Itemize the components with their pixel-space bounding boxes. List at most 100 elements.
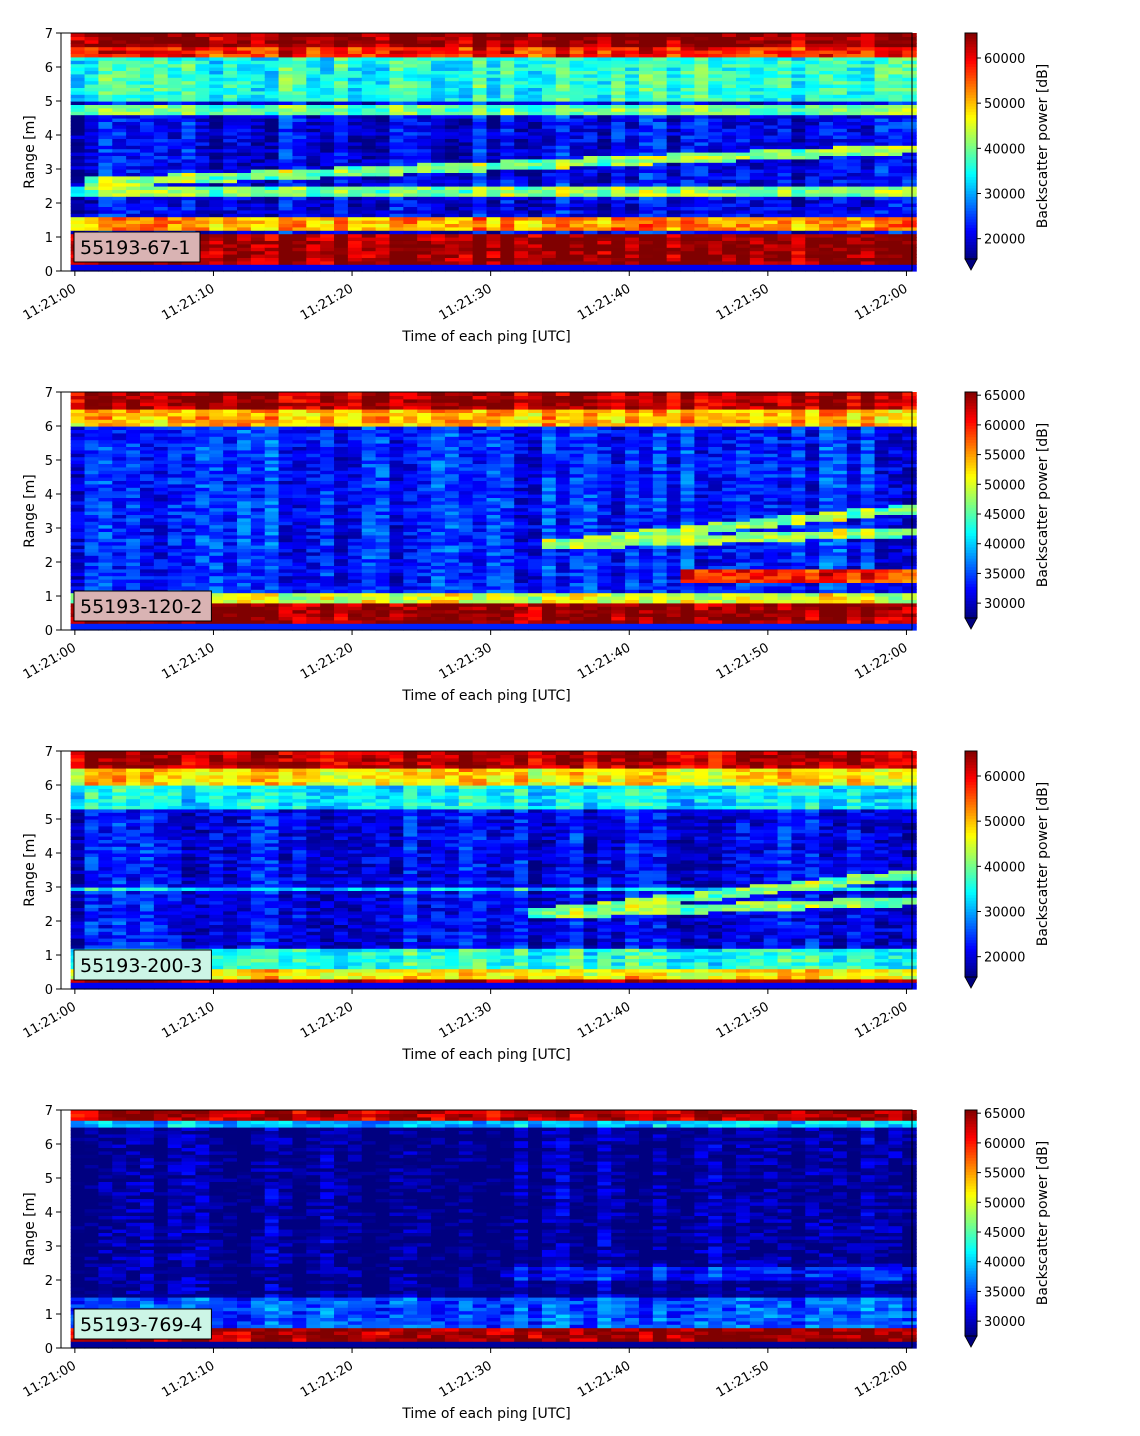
panel-tag-box <box>73 231 201 263</box>
x-tick-label: 11:21:30 <box>437 640 495 682</box>
y-axis-label: Range [m] <box>22 474 38 547</box>
x-axis-label: Time of each ping [UTC] <box>401 1406 571 1422</box>
panel-1: 0 1 2 3 4 5 6 7 Range [m] 11:21:00 11:21:10 11:21:2… <box>21 27 1051 345</box>
x-axis-label: Time of each ping [UTC] <box>401 688 571 704</box>
y-axis-label: Range [m] <box>22 833 38 906</box>
colorbar-tick-label: 50000 <box>984 478 1025 493</box>
plot-frame <box>60 32 913 272</box>
colorbar-tick-label: 20000 <box>984 951 1025 966</box>
colorbar-label: Backscatter power [dB] <box>1035 64 1051 229</box>
y-tick-label: 4 <box>45 847 53 862</box>
x-tick-label: 11:21:00 <box>21 640 79 682</box>
panel-3: 0 1 2 3 4 5 6 7 Range [m] 11:21:00 11:21:10 11:21:2… <box>21 745 1051 1063</box>
x-tick-label: 11:21:30 <box>437 1358 495 1400</box>
colorbar-tick-label: 30000 <box>984 188 1025 203</box>
y-tick-label: 2 <box>45 1274 53 1289</box>
y-tick-label: 3 <box>45 881 53 896</box>
colorbar-tick-label: 50000 <box>984 815 1025 830</box>
colorbar-tick-label: 50000 <box>984 97 1025 112</box>
colorbar: 30000 35000 40000 45000 50000 55000 60000 65000… <box>964 1107 1051 1348</box>
y-axis-label: Range [m] <box>22 1192 38 1265</box>
colorbar-tick-label: 55000 <box>984 1167 1025 1182</box>
x-tick-label: 11:21:50 <box>714 999 772 1041</box>
colorbar-tick-label: 65000 <box>984 1107 1025 1122</box>
colorbar: 20000 30000 40000 50000 60000 Backscatter pow… <box>964 32 1051 271</box>
colorbar-label: Backscatter power [dB] <box>1035 782 1051 947</box>
x-tick-label: 11:21:40 <box>575 281 633 323</box>
colorbar-tick-label: 40000 <box>984 142 1025 157</box>
x-tick-label: 11:21:10 <box>159 281 217 323</box>
x-tick-label: 11:21:20 <box>298 640 356 682</box>
panel-tag-box <box>73 949 212 981</box>
y-tick-label: 1 <box>45 1308 53 1323</box>
colorbar-tick-label: 60000 <box>984 419 1025 434</box>
colorbar-tick-label: 30000 <box>984 906 1025 921</box>
colorbar-extend-triangle <box>964 258 978 271</box>
colorbar-tick-label: 30000 <box>984 1315 1025 1330</box>
colorbar-tick-label: 30000 <box>984 597 1025 612</box>
y-tick-label: 0 <box>45 624 53 639</box>
y-tick-label: 5 <box>45 95 53 110</box>
colorbar-label: Backscatter power [dB] <box>1035 1141 1051 1306</box>
colorbar-extend-triangle <box>964 976 978 989</box>
y-tick-label: 6 <box>45 420 53 435</box>
y-axis-label: Range [m] <box>22 115 38 188</box>
y-tick-label: 7 <box>45 745 53 760</box>
panel-tag-label: 55193-120-2 <box>80 596 203 618</box>
colorbar-tick-label: 45000 <box>984 1226 1025 1241</box>
y-tick-label: 3 <box>45 163 53 178</box>
y-tick-label: 6 <box>45 779 53 794</box>
panel-tag-box <box>73 590 212 622</box>
x-tick-label: 11:22:00 <box>852 281 910 323</box>
colorbar-tick-label: 40000 <box>984 860 1025 875</box>
y-tick-label: 2 <box>45 915 53 930</box>
x-tick-label: 11:22:00 <box>852 1358 910 1400</box>
x-axis-label: Time of each ping [UTC] <box>401 1047 571 1063</box>
plot-frame <box>60 1109 913 1349</box>
y-tick-label: 5 <box>45 813 53 828</box>
panel-tag-label: 55193-769-4 <box>80 1314 203 1336</box>
heatmap-image <box>70 392 917 631</box>
x-tick-label: 11:21:10 <box>159 1358 217 1400</box>
y-tick-label: 0 <box>45 1342 53 1357</box>
y-tick-label: 0 <box>45 265 53 280</box>
y-tick-label: 7 <box>45 386 53 401</box>
panel-4: 0 1 2 3 4 5 6 7 Range [m] 11:21:00 11:21:10 11:21:2… <box>21 1104 1051 1422</box>
colorbar: 30000 35000 40000 45000 50000 55000 60000 65000… <box>964 389 1051 630</box>
x-tick-label: 11:21:20 <box>298 999 356 1041</box>
colorbar-tick-label: 60000 <box>984 1137 1025 1152</box>
y-tick-label: 4 <box>45 129 53 144</box>
x-tick-label: 11:21:50 <box>714 640 772 682</box>
y-tick-label: 1 <box>45 590 53 605</box>
y-tick-label: 0 <box>45 983 53 998</box>
y-tick-label: 3 <box>45 1240 53 1255</box>
x-tick-label: 11:21:20 <box>298 281 356 323</box>
x-tick-label: 11:21:50 <box>714 281 772 323</box>
colorbar-tick-label: 35000 <box>984 567 1025 582</box>
y-tick-label: 1 <box>45 949 53 964</box>
colorbar-tick-label: 20000 <box>984 233 1025 248</box>
y-tick-label: 2 <box>45 197 53 212</box>
colorbar-extend-triangle <box>964 1335 978 1348</box>
plot-frame <box>60 750 913 990</box>
y-tick-label: 3 <box>45 522 53 537</box>
colorbar-tick-label: 60000 <box>984 52 1025 67</box>
y-tick-label: 6 <box>45 61 53 76</box>
x-tick-label: 11:21:40 <box>575 640 633 682</box>
heatmap-image <box>70 1110 917 1349</box>
x-tick-label: 11:22:00 <box>852 999 910 1041</box>
y-tick-label: 1 <box>45 231 53 246</box>
x-tick-label: 11:22:00 <box>852 640 910 682</box>
colorbar-extend-triangle <box>964 617 978 630</box>
panel-2: 0 1 2 3 4 5 6 7 Range [m] 11:21:00 11:21:10 11:21:2… <box>21 386 1051 704</box>
colorbar-tick-label: 40000 <box>984 1256 1025 1271</box>
y-tick-label: 7 <box>45 27 53 42</box>
colorbar-tick-label: 40000 <box>984 538 1025 553</box>
y-tick-label: 5 <box>45 454 53 469</box>
x-tick-label: 11:21:00 <box>21 999 79 1041</box>
y-tick-label: 2 <box>45 556 53 571</box>
colorbar-tick-label: 65000 <box>984 389 1025 404</box>
colorbar-tick-label: 35000 <box>984 1285 1025 1300</box>
x-tick-label: 11:21:20 <box>298 1358 356 1400</box>
